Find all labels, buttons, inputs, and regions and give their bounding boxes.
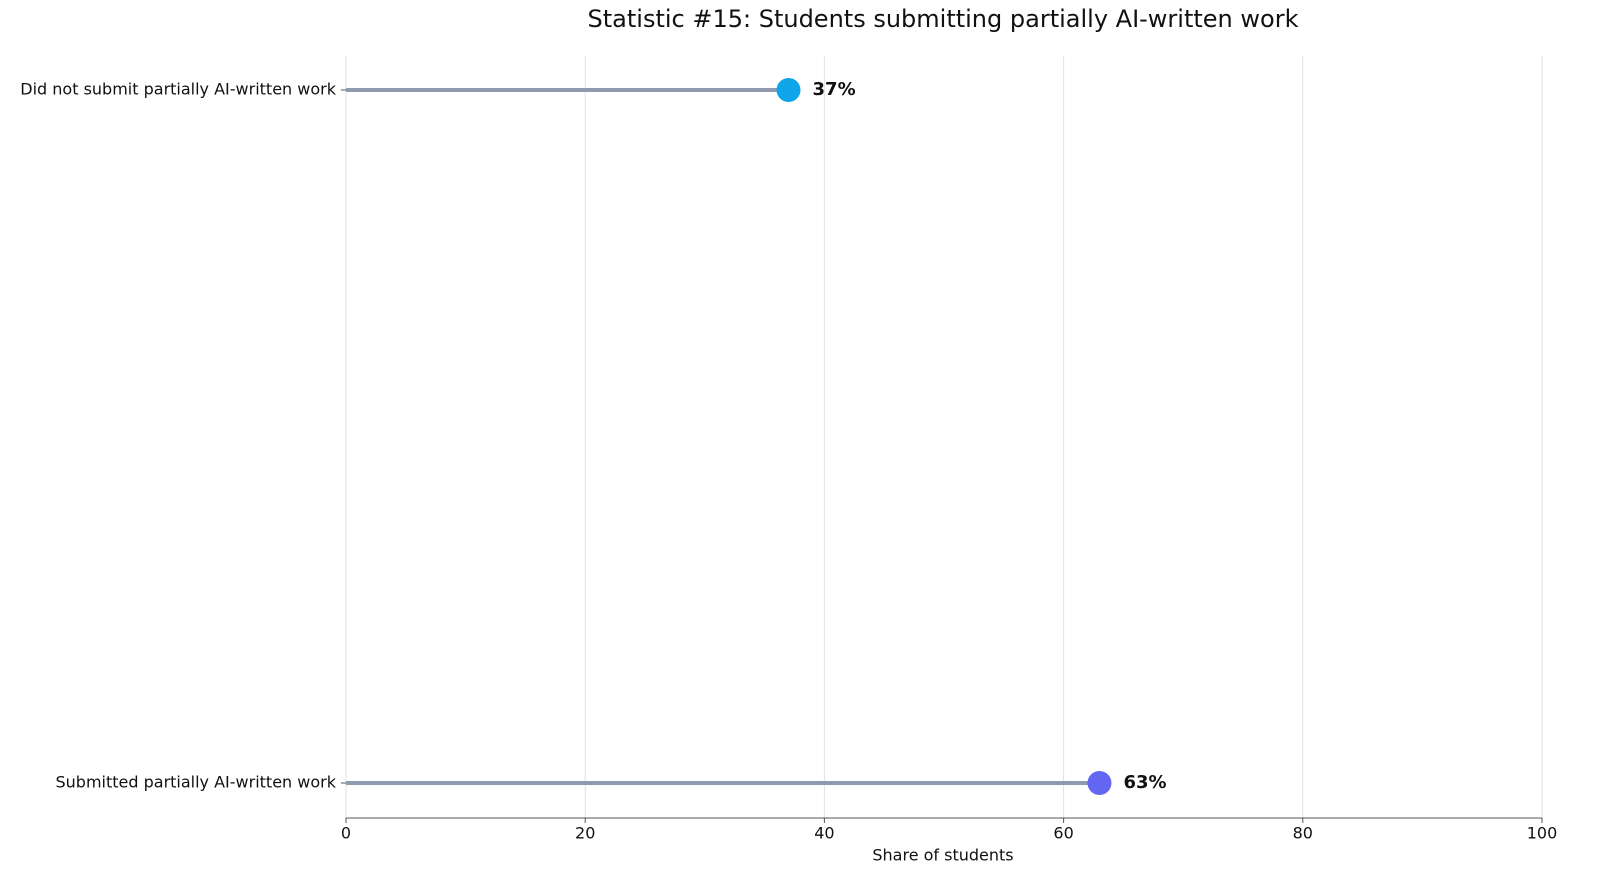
x-axis-label: Share of students (872, 846, 1013, 865)
x-tick-label: 0 (341, 824, 351, 843)
x-tick-label: 100 (1527, 824, 1558, 843)
x-tick-label: 60 (1053, 824, 1073, 843)
x-tick-label: 20 (575, 824, 595, 843)
dot (1087, 771, 1112, 795)
value-label: 63% (1123, 772, 1166, 793)
x-tick-label: 40 (814, 824, 834, 843)
x-tick-label: 80 (1293, 824, 1313, 843)
y-tick-label: Submitted partially AI-written work (55, 773, 336, 792)
chart-title: Statistic #15: Students submitting parti… (588, 5, 1299, 33)
y-tick-label: Did not submit partially AI-written work (20, 80, 336, 99)
dot (776, 78, 801, 102)
value-label: 37% (813, 79, 856, 100)
